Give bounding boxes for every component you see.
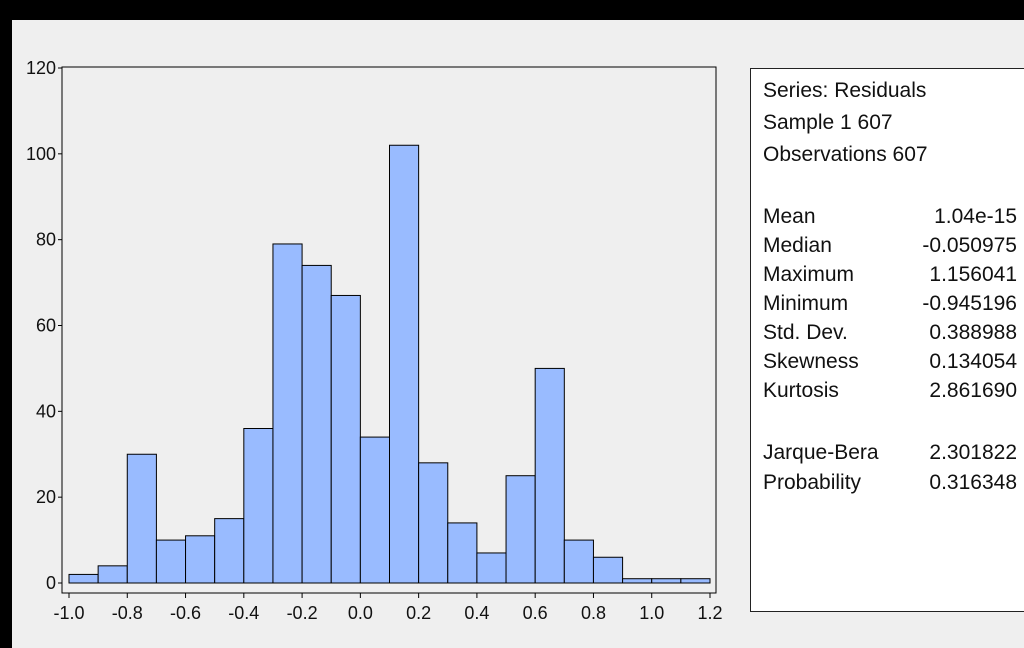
x-tick-label: 0.2 <box>406 603 431 623</box>
stat-value: 2.861690 <box>929 379 1017 402</box>
stat-row-std-dev: Std. Dev. 0.388988 <box>763 321 1017 347</box>
y-tick-label: 80 <box>36 230 56 250</box>
x-tick-label: 0.4 <box>464 603 489 623</box>
histogram-bar <box>592 556 624 584</box>
histogram-bar <box>126 453 157 584</box>
y-tick-label: 120 <box>26 58 56 78</box>
y-tick-label: 0 <box>46 573 56 593</box>
x-tick-label: 0.6 <box>523 603 548 623</box>
stat-label: Median <box>763 234 832 257</box>
histogram-bar <box>418 462 449 584</box>
histogram-bar <box>301 264 332 584</box>
stat-label: Skewness <box>763 350 859 373</box>
histogram-bar <box>651 578 682 584</box>
y-tick-label: 40 <box>36 401 56 421</box>
y-tick-label: 20 <box>36 487 56 507</box>
histogram-bar <box>389 144 420 584</box>
histogram-bar <box>243 428 274 584</box>
histogram-bar <box>359 436 391 584</box>
stat-value: 2.301822 <box>929 441 1017 464</box>
histogram-bar <box>505 475 536 584</box>
statistics-box: Series: Residuals Sample 1 607 Observati… <box>750 68 1024 612</box>
histogram-bar <box>622 578 653 584</box>
chart-panel: 0 20 40 60 80 100 120 -1.0 -0.8 -0.6 -0.4 -0.2 0.0 0.… <box>12 20 1024 648</box>
histogram-bar <box>155 539 187 584</box>
stat-label: Kurtosis <box>763 379 839 402</box>
stat-row-skewness: Skewness 0.134054 <box>763 350 1017 376</box>
x-tick-label: -0.6 <box>170 603 201 623</box>
histogram-bar <box>68 573 99 584</box>
histogram-bar <box>214 518 245 584</box>
histogram-bar <box>272 243 303 584</box>
x-tick-label: -0.4 <box>228 603 259 623</box>
stat-value: 0.134054 <box>929 350 1017 373</box>
axes: 0 20 40 60 80 100 120 -1.0 -0.8 -0.6 -0.4 -0.2 0.0 0.… <box>26 58 723 623</box>
stat-label: Maximum <box>763 263 855 286</box>
stat-label: Mean <box>763 205 816 228</box>
stat-row-mean: Mean 1.04e-15 <box>763 205 1017 231</box>
histogram-bar <box>185 535 216 584</box>
histogram-bar <box>563 539 594 584</box>
stat-value: -0.945196 <box>922 292 1017 315</box>
y-tick-label: 100 <box>26 144 56 164</box>
stat-row-minimum: Minimum -0.945196 <box>763 292 1017 318</box>
stat-row-probability: Probability 0.316348 <box>763 471 1017 497</box>
histogram-bar <box>97 565 128 584</box>
x-tick-label: 0.0 <box>348 603 373 623</box>
stat-row-maximum: Maximum 1.156041 <box>763 263 1017 289</box>
stat-value: 0.316348 <box>929 471 1017 494</box>
stat-row-kurtosis: Kurtosis 2.861690 <box>763 379 1017 405</box>
observations-count: Observations 607 <box>763 143 928 166</box>
histogram-bar <box>330 294 361 584</box>
y-tick-label: 60 <box>36 316 56 336</box>
stat-label: Probability <box>763 471 862 494</box>
histogram-bar <box>447 522 478 584</box>
histogram-bar <box>476 552 507 584</box>
x-tick-label: 1.2 <box>697 603 722 623</box>
stat-value: -0.050975 <box>922 234 1017 257</box>
stat-label: Minimum <box>763 292 849 315</box>
histogram-bar <box>680 578 711 584</box>
series-name: Series: Residuals <box>763 79 927 102</box>
stat-row-jarque-bera: Jarque-Bera 2.301822 <box>763 441 1017 467</box>
x-tick-label: -1.0 <box>53 603 84 623</box>
plot-frame <box>61 66 717 594</box>
stat-value: 0.388988 <box>929 321 1017 344</box>
stat-label: Jarque-Bera <box>763 441 879 464</box>
histogram-bars <box>68 144 711 584</box>
x-tick-label: 0.8 <box>581 603 606 623</box>
x-tick-label: -0.2 <box>287 603 318 623</box>
x-tick-label: -0.8 <box>112 603 143 623</box>
stat-label: Std. Dev. <box>763 321 848 344</box>
stat-value: 1.04e-15 <box>934 205 1017 228</box>
stat-row-median: Median -0.050975 <box>763 234 1017 260</box>
x-tick-label: 1.0 <box>639 603 664 623</box>
stat-value: 1.156041 <box>929 263 1017 286</box>
sample-range: Sample 1 607 <box>763 111 893 134</box>
histogram: 0 20 40 60 80 100 120 -1.0 -0.8 -0.6 -0.4 -0.2 0.0 0.… <box>26 58 723 623</box>
histogram-bar <box>534 367 565 584</box>
